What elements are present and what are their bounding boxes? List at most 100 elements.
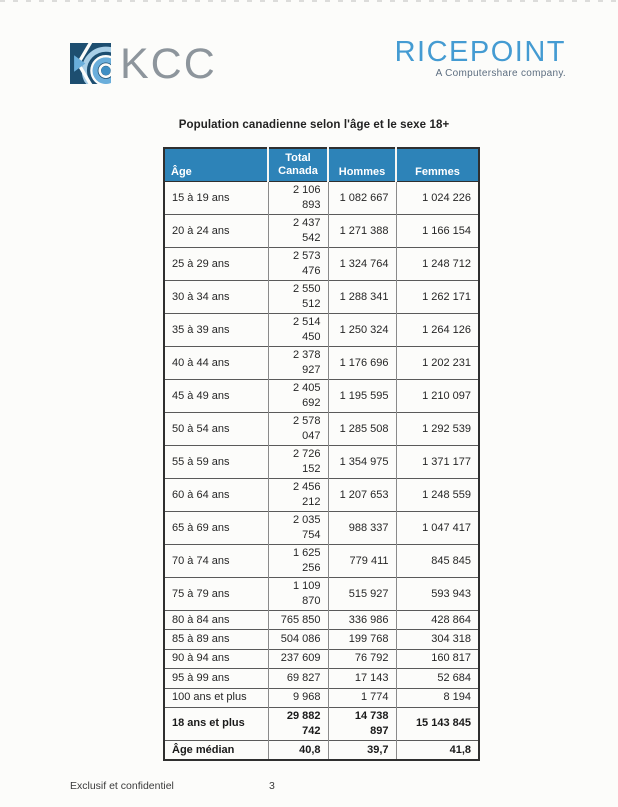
cell-femmes: 52 684 — [395, 668, 479, 689]
cell-hommes: 39,7 — [327, 739, 396, 761]
cell-total-canada: 2 405 692 — [267, 379, 328, 413]
cell-femmes: 160 817 — [395, 648, 479, 669]
cell-hommes: 199 768 — [327, 629, 396, 650]
table-row: 40 à 44 ans 2 378 927 1 176 696 1 202 231 — [164, 346, 479, 380]
cell-age: 15 à 19 ans — [164, 181, 268, 215]
cell-hommes: 17 143 — [327, 668, 396, 689]
cell-total-canada: 2 726 152 — [267, 445, 328, 479]
population-table: Âge Total Canada Hommes Femmes 15 à 19 a… — [163, 147, 480, 762]
column-header-hommes: Hommes — [327, 148, 396, 182]
cell-hommes: 1 354 975 — [327, 445, 396, 479]
cell-total-canada: 2 378 927 — [267, 346, 328, 380]
table-header-row: Âge Total Canada Hommes Femmes — [164, 148, 479, 182]
confidential-label: Exclusif et confidentiel — [70, 780, 174, 792]
cell-femmes: 1 248 712 — [395, 247, 479, 281]
cell-total-canada: 2 106 893 — [267, 181, 328, 215]
cell-femmes: 1 292 539 — [395, 412, 479, 446]
scan-edge-artifact — [0, 0, 618, 2]
ricepoint-logo: RICEPOINT A Computershare company. — [394, 36, 566, 80]
cell-age: 85 à 89 ans — [164, 629, 268, 650]
cell-age: 30 à 34 ans — [164, 280, 268, 314]
cell-age: 45 à 49 ans — [164, 379, 268, 413]
table-row: 45 à 49 ans 2 405 692 1 195 595 1 210 097 — [164, 379, 479, 413]
cell-hommes: 14 738 897 — [327, 706, 396, 741]
logo-row: KCC RICEPOINT A Computershare company. — [0, 0, 618, 105]
table-row: 60 à 64 ans 2 456 212 1 207 653 1 248 559 — [164, 478, 479, 512]
cell-hommes: 1 774 — [327, 687, 396, 708]
cell-hommes: 1 288 341 — [327, 280, 396, 314]
cell-age: 50 à 54 ans — [164, 412, 268, 446]
cell-age: 90 à 94 ans — [164, 648, 268, 669]
table-row: 85 à 89 ans 504 086 199 768 304 318 — [164, 629, 479, 650]
cell-total-canada: 2 573 476 — [267, 247, 328, 281]
cell-hommes: 1 207 653 — [327, 478, 396, 512]
cell-age: 80 à 84 ans — [164, 609, 268, 630]
cell-femmes: 593 943 — [395, 577, 479, 611]
cell-age: 55 à 59 ans — [164, 445, 268, 479]
cell-hommes: 1 195 595 — [327, 379, 396, 413]
cell-hommes: 1 324 764 — [327, 247, 396, 281]
cell-total-canada: 1 109 870 — [267, 577, 328, 611]
cell-age: 20 à 24 ans — [164, 214, 268, 248]
column-header-age: Âge — [164, 148, 268, 182]
column-header-femmes: Femmes — [395, 148, 479, 182]
cell-hommes: 1 176 696 — [327, 346, 396, 380]
kcc-logo: KCC — [70, 39, 217, 88]
table-row: 15 à 19 ans 2 106 893 1 082 667 1 024 226 — [164, 181, 479, 215]
table-row: 35 à 39 ans 2 514 450 1 250 324 1 264 126 — [164, 313, 479, 347]
cell-total-canada: 2 437 542 — [267, 214, 328, 248]
cell-age: 95 à 99 ans — [164, 668, 268, 689]
cell-hommes: 779 411 — [327, 544, 396, 578]
cell-total-canada: 2 578 047 — [267, 412, 328, 446]
cell-femmes: 1 047 417 — [395, 511, 479, 545]
table-row: 95 à 99 ans 69 827 17 143 52 684 — [164, 668, 479, 689]
table-row: 25 à 29 ans 2 573 476 1 324 764 1 248 712 — [164, 247, 479, 281]
cell-femmes: 1 248 559 — [395, 478, 479, 512]
cell-age: 60 à 64 ans — [164, 478, 268, 512]
cell-femmes: 428 864 — [395, 609, 479, 630]
cell-age: 70 à 74 ans — [164, 544, 268, 578]
cell-femmes: 1 202 231 — [395, 346, 479, 380]
cell-age: 35 à 39 ans — [164, 313, 268, 347]
table-row: 75 à 79 ans 1 109 870 515 927 593 943 — [164, 577, 479, 611]
cell-age: 40 à 44 ans — [164, 346, 268, 380]
cell-femmes: 1 264 126 — [395, 313, 479, 347]
ricepoint-logo-text: RICEPOINT — [394, 36, 566, 68]
cell-total-canada: 765 850 — [267, 609, 328, 630]
kcc-logo-text: KCC — [120, 39, 217, 88]
table-row: 100 ans et plus 9 968 1 774 8 194 — [164, 687, 479, 708]
table-row: 90 à 94 ans 237 609 76 792 160 817 — [164, 648, 479, 669]
cell-age: 75 à 79 ans — [164, 577, 268, 611]
cell-femmes: 8 194 — [395, 687, 479, 708]
cell-total-canada: 237 609 — [267, 648, 328, 669]
cell-total-canada: 2 456 212 — [267, 478, 328, 512]
cell-age: 18 ans et plus — [164, 706, 268, 741]
cell-femmes: 1 262 171 — [395, 280, 479, 314]
ricepoint-tagline: A Computershare company. — [435, 68, 566, 79]
table-row: 65 à 69 ans 2 035 754 988 337 1 047 417 — [164, 511, 479, 545]
table-body: 15 à 19 ans 2 106 893 1 082 667 1 024 226 20… — [164, 181, 479, 761]
cell-hommes: 1 250 324 — [327, 313, 396, 347]
table-row: 50 à 54 ans 2 578 047 1 285 508 1 292 539 — [164, 412, 479, 446]
table-row: 70 à 74 ans 1 625 256 779 411 845 845 — [164, 544, 479, 578]
cell-total-canada: 9 968 — [267, 687, 328, 708]
cell-age: 25 à 29 ans — [164, 247, 268, 281]
table-row: 80 à 84 ans 765 850 336 986 428 864 — [164, 609, 479, 630]
cell-total-canada: 2 035 754 — [267, 511, 328, 545]
kcc-logo-icon — [70, 43, 111, 84]
table-row: Âge médian 40,8 39,7 41,8 — [164, 739, 479, 761]
page-number: 3 — [269, 780, 275, 792]
cell-age: 65 à 69 ans — [164, 511, 268, 545]
cell-total-canada: 504 086 — [267, 629, 328, 650]
cell-hommes: 1 082 667 — [327, 181, 396, 215]
cell-femmes: 15 143 845 — [395, 706, 479, 741]
cell-femmes: 41,8 — [395, 739, 479, 761]
cell-hommes: 336 986 — [327, 609, 396, 630]
cell-hommes: 1 271 388 — [327, 214, 396, 248]
table-row: 55 à 59 ans 2 726 152 1 354 975 1 371 177 — [164, 445, 479, 479]
table-row: 30 à 34 ans 2 550 512 1 288 341 1 262 171 — [164, 280, 479, 314]
cell-total-canada: 69 827 — [267, 668, 328, 689]
cell-femmes: 304 318 — [395, 629, 479, 650]
cell-femmes: 1 210 097 — [395, 379, 479, 413]
